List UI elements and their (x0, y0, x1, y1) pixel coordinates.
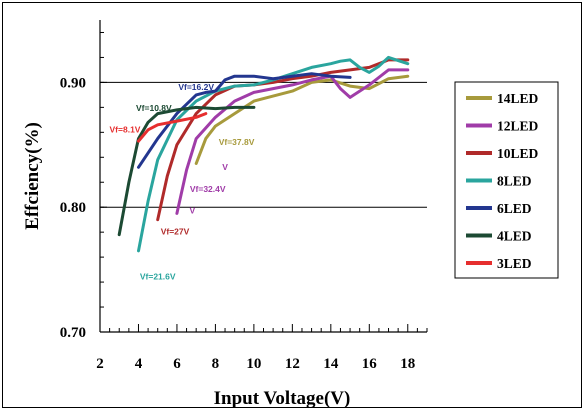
annotation-label: Vf=27V (161, 227, 190, 237)
x-tick-label: 18 (400, 356, 415, 372)
series-line-3led (137, 112, 208, 143)
annotation-label: V (222, 162, 228, 172)
y-tick-label: 0.70 (60, 325, 86, 341)
x-tick-label: 14 (323, 356, 339, 372)
y-tick-label: 0.80 (60, 200, 86, 216)
legend-label-8led: 8LED (497, 174, 532, 189)
annotation-layer: Vf=16.2V Vf=10.8V Vf=8.1V Vf=37.8V V Vf=32.4V… (110, 82, 255, 282)
x-tick-label: 6 (173, 356, 181, 372)
legend-label-14led: 14LED (497, 91, 539, 106)
annotation-label: Vf=16.2V (178, 82, 214, 92)
x-tick-label: 8 (212, 356, 220, 372)
x-tick-label: 12 (285, 356, 300, 372)
x-tick-label: 16 (362, 356, 378, 372)
ticks-layer: 2 4 6 8 10 12 14 16 18 0.70 0.80 0.90 (60, 31, 428, 372)
y-tick-label: 0.90 (60, 75, 86, 91)
series-layer (117, 55, 410, 253)
x-tick-label: 10 (246, 356, 261, 372)
annotation-label: V (189, 205, 195, 215)
y-axis-title: Effciency(%) (22, 122, 43, 230)
legend-label-6led: 6LED (497, 201, 532, 216)
x-tick-label: 4 (135, 356, 143, 372)
annotation-label: Vf=10.8V (136, 103, 172, 113)
annotation-label: Vf=32.4V (190, 184, 226, 194)
annotation-label: Vf=21.6V (140, 272, 176, 282)
series-line-4led (117, 105, 256, 237)
annotation-label: Vf=37.8V (219, 137, 255, 147)
series-line-14led (194, 74, 410, 165)
legend-label-10led: 10LED (497, 146, 539, 161)
x-axis-title: Input Voltage(V) (214, 388, 351, 409)
x-tick-label: 2 (96, 356, 104, 372)
series-line-12led (175, 68, 410, 215)
legend-label-12led: 12LED (497, 119, 539, 134)
legend-label-4led: 4LED (497, 229, 532, 244)
legend: 14LED 12LED 10LED 8LED 6LED 4LED 3LED (466, 91, 539, 271)
annotation-label: Vf=8.1V (110, 124, 141, 134)
legend-label-3led: 3LED (497, 256, 532, 271)
